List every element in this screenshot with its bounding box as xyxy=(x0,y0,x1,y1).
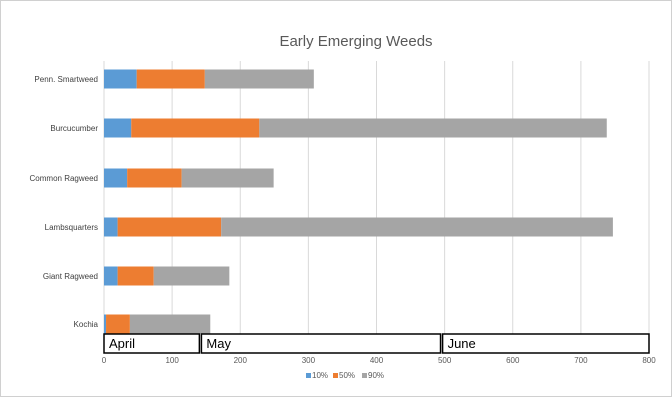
x-axis-tick-labels: 0 100 200 300 400 500 600 700 800 xyxy=(102,356,656,365)
bar-lambsquarters-0 xyxy=(104,217,118,237)
category-label: Penn. Smartweed xyxy=(34,75,98,84)
category-label: Giant Ragweed xyxy=(43,272,98,281)
category-labels: Penn. Smartweed Burcucumber Common Ragweed… xyxy=(30,75,99,329)
x-tick-label: 100 xyxy=(165,356,179,365)
x-tick-label: 500 xyxy=(438,356,452,365)
month-label-june: June xyxy=(448,336,476,351)
category-label: Kochia xyxy=(74,320,99,329)
x-tick-label: 800 xyxy=(642,356,656,365)
bar-giant-ragweed-2 xyxy=(153,266,230,286)
chart-title: Early Emerging Weeds xyxy=(279,33,432,50)
bar-penn-smartweed-2 xyxy=(204,69,314,89)
bar-kochia-2 xyxy=(129,314,211,334)
month-label-may: May xyxy=(206,336,231,351)
legend: 10% 50% 90% xyxy=(306,371,384,380)
bar-penn-smartweed-1 xyxy=(136,69,205,89)
legend-label: 10% xyxy=(312,371,328,380)
bar-common-ragweed-0 xyxy=(104,168,128,188)
legend-swatch xyxy=(362,373,367,378)
category-label: Lambsquarters xyxy=(45,223,98,232)
x-tick-label: 200 xyxy=(234,356,248,365)
x-tick-label: 400 xyxy=(370,356,384,365)
month-annotations: April May June xyxy=(103,333,650,354)
x-tick-label: 0 xyxy=(102,356,107,365)
month-box-may xyxy=(200,333,442,354)
bar-common-ragweed-2 xyxy=(181,168,274,188)
bar-kochia-0 xyxy=(104,314,107,334)
bar-lambsquarters-2 xyxy=(221,217,613,237)
category-label: Common Ragweed xyxy=(30,174,98,183)
bar-burcucumber-0 xyxy=(104,118,132,138)
month-label-april: April xyxy=(109,336,135,351)
legend-label: 50% xyxy=(339,371,355,380)
legend-label: 90% xyxy=(368,371,384,380)
bar-lambsquarters-1 xyxy=(117,217,222,237)
month-box-april xyxy=(103,333,201,354)
bar-giant-ragweed-1 xyxy=(117,266,154,286)
bar-giant-ragweed-0 xyxy=(104,266,118,286)
x-tick-label: 600 xyxy=(506,356,520,365)
bar-kochia-1 xyxy=(106,314,130,334)
legend-swatch xyxy=(333,373,338,378)
category-label: Burcucumber xyxy=(50,124,98,133)
month-box-june xyxy=(441,333,650,354)
bars xyxy=(104,69,613,334)
bar-burcucumber-1 xyxy=(131,118,260,138)
bar-common-ragweed-1 xyxy=(127,168,182,188)
legend-swatch xyxy=(306,373,311,378)
x-tick-label: 700 xyxy=(574,356,588,365)
x-tick-label: 300 xyxy=(302,356,316,365)
bar-burcucumber-2 xyxy=(259,118,607,138)
bar-penn-smartweed-0 xyxy=(104,69,137,89)
gridlines xyxy=(103,61,650,351)
